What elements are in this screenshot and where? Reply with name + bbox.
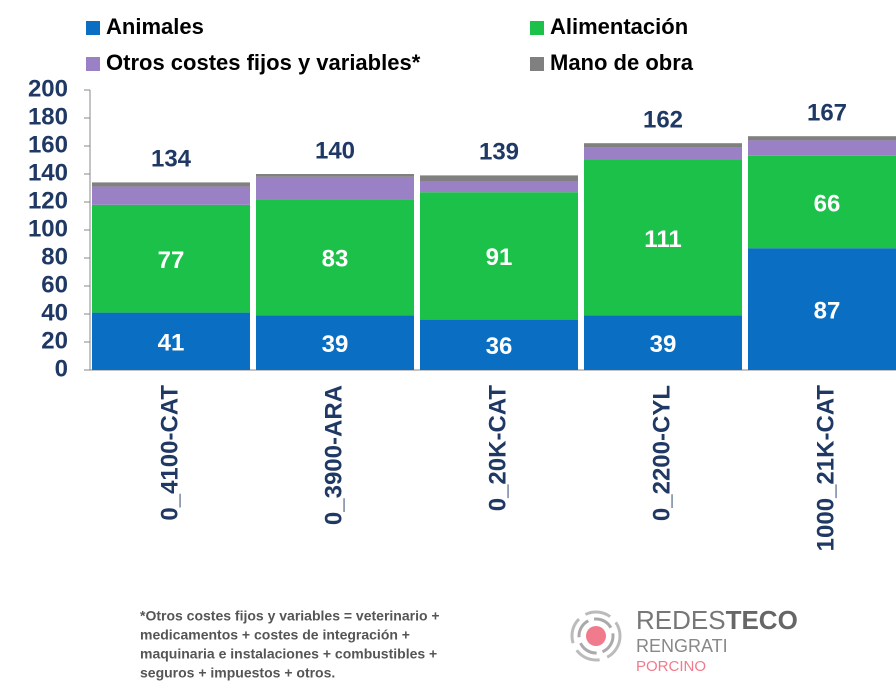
legend-swatch: [86, 21, 100, 35]
logo-b: TECO: [726, 605, 798, 635]
bar-segment: [92, 182, 250, 187]
legend-label: Animales: [106, 14, 204, 39]
footnote: medicamentos + costes de integración +: [140, 627, 410, 643]
bar-segment: [420, 192, 578, 320]
bar-segment: [92, 312, 250, 370]
y-tick-label: 80: [41, 243, 68, 270]
logo-a: REDES: [636, 605, 726, 635]
value-label: 41: [158, 330, 185, 357]
value-label: 36: [486, 333, 513, 360]
logo-icon: [570, 610, 622, 662]
logo-line2: RENGRATI: [636, 636, 728, 656]
footnote: *Otros costes fijos y variables = veteri…: [140, 608, 440, 624]
bar-segment: [748, 136, 896, 141]
legend-label: Mano de obra: [550, 50, 694, 75]
legend-swatch: [86, 57, 100, 71]
bar-segment: [256, 199, 414, 316]
bar-segment: [748, 155, 896, 249]
bar-segment: [584, 160, 742, 316]
bar-segment: [584, 147, 742, 160]
bar-segment: [92, 204, 250, 313]
footnote: maquinaria e instalaciones + combustible…: [140, 646, 437, 662]
y-tick-label: 200: [28, 75, 68, 102]
bar-segment: [420, 175, 578, 181]
legend-label: Otros costes fijos y variables*: [106, 50, 421, 75]
bar-segment: [584, 315, 742, 370]
value-label: 39: [322, 331, 349, 358]
x-tick-label: 0_3900-ARA: [320, 385, 347, 525]
bar-segment: [256, 176, 414, 200]
x-tick-label: 0_4100-CAT: [156, 385, 183, 521]
x-tick-label: 0_2200-CYL: [648, 385, 675, 521]
y-tick-label: 140: [28, 159, 68, 186]
bar-segment: [584, 143, 742, 148]
footnote: seguros + impuestos + otros.: [140, 665, 335, 681]
bar-segment: [256, 174, 414, 177]
y-tick-label: 40: [41, 299, 68, 326]
x-tick-label: 1000_21K-CAT: [812, 385, 839, 552]
legend-swatch: [530, 21, 544, 35]
bar-segment: [256, 315, 414, 370]
y-tick-label: 60: [41, 271, 68, 298]
y-tick-label: 180: [28, 103, 68, 130]
value-label: 77: [158, 247, 185, 274]
y-tick-label: 100: [28, 215, 68, 242]
bar-segment: [92, 186, 250, 205]
x-tick-label: 0_20K-CAT: [484, 385, 511, 512]
y-tick-label: 20: [41, 327, 68, 354]
legend-label: Alimentación: [550, 14, 688, 39]
legend-swatch: [530, 57, 544, 71]
bar-segment: [420, 319, 578, 370]
bar-segment: [420, 181, 578, 193]
y-tick-label: 0: [55, 355, 68, 382]
logo-line3: PORCINO: [636, 658, 706, 675]
total-label: 140: [315, 137, 355, 164]
logo-text: REDESTECO: [636, 605, 798, 635]
bar-segment: [748, 140, 896, 156]
value-label: 111: [644, 226, 681, 253]
bar-segment: [748, 248, 896, 370]
total-label: 162: [643, 107, 683, 134]
total-label: 139: [479, 139, 519, 166]
value-label: 83: [322, 246, 349, 273]
y-tick-label: 120: [28, 187, 68, 214]
value-label: 39: [650, 331, 677, 358]
total-label: 167: [807, 100, 847, 127]
y-tick-label: 160: [28, 131, 68, 158]
value-label: 91: [486, 244, 513, 271]
value-label: 66: [814, 190, 841, 217]
value-label: 87: [814, 297, 841, 324]
total-label: 134: [151, 146, 192, 173]
